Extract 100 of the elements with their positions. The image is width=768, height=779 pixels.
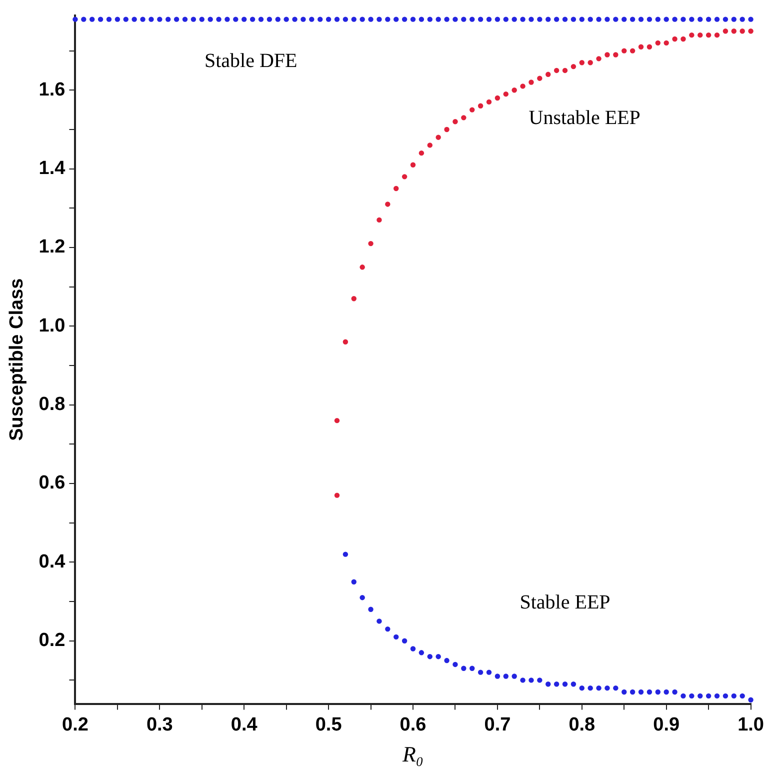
point	[714, 32, 720, 38]
point	[470, 107, 475, 112]
point	[394, 634, 399, 640]
annotation: Stable DFE	[204, 50, 298, 72]
point	[494, 674, 500, 679]
x-tick-label: 0.4	[230, 714, 258, 736]
point	[748, 28, 754, 34]
x-tick-label: 0.9	[653, 714, 680, 736]
point	[698, 32, 703, 38]
point	[418, 150, 424, 156]
point	[410, 162, 416, 168]
y-tick-label: 1.2	[38, 236, 66, 258]
point	[731, 693, 737, 699]
point	[376, 217, 382, 223]
point	[664, 689, 669, 695]
point	[579, 60, 584, 66]
x-tick-label: 1.0	[738, 714, 764, 736]
point	[546, 72, 551, 78]
point	[680, 693, 686, 699]
point	[622, 689, 627, 695]
x-tick-label: 0.5	[315, 714, 342, 736]
point	[638, 44, 644, 50]
point	[622, 48, 627, 54]
point	[452, 119, 458, 124]
point	[452, 662, 458, 668]
point	[698, 693, 703, 699]
point	[554, 68, 560, 74]
point	[402, 174, 408, 180]
point	[596, 685, 602, 691]
point	[436, 654, 441, 660]
point	[613, 685, 618, 691]
point	[706, 693, 712, 699]
point	[470, 666, 475, 671]
x-tick-label: 0.6	[400, 714, 426, 736]
point	[546, 682, 551, 687]
x-tick-label: 0.7	[484, 714, 511, 736]
point	[596, 56, 602, 62]
point	[418, 650, 424, 656]
point	[376, 618, 382, 624]
point	[520, 84, 526, 89]
annotation: Stable EEP	[520, 592, 610, 614]
point	[664, 40, 669, 46]
point	[402, 638, 408, 644]
point	[486, 99, 492, 105]
point	[722, 28, 728, 34]
y-tick-label: 1.4	[38, 158, 66, 180]
point	[385, 626, 390, 632]
point	[368, 606, 374, 612]
point	[630, 689, 636, 695]
point	[740, 693, 745, 699]
point	[646, 44, 652, 50]
point	[638, 689, 644, 695]
point	[528, 80, 534, 85]
x-tick-label: 0.3	[146, 714, 173, 736]
x-axis-title: R₀	[401, 742, 424, 767]
point	[722, 693, 728, 699]
point	[478, 670, 484, 675]
point	[672, 36, 678, 42]
point	[706, 32, 712, 38]
point	[334, 492, 340, 498]
y-tick-label: 1.0	[38, 315, 66, 336]
point	[562, 682, 568, 687]
point	[478, 103, 484, 108]
point	[689, 32, 694, 38]
point	[562, 68, 568, 74]
point	[334, 418, 340, 424]
annotation: Unstable EEP	[528, 106, 640, 129]
point	[444, 658, 450, 664]
point	[714, 693, 720, 699]
point	[351, 579, 356, 584]
point	[731, 28, 737, 34]
point	[342, 339, 348, 344]
point	[579, 685, 584, 691]
point	[672, 689, 678, 695]
point	[520, 678, 526, 683]
point	[486, 670, 492, 675]
y-tick-label: 0.4	[38, 551, 66, 572]
point	[503, 91, 508, 97]
point	[512, 674, 517, 679]
point	[740, 28, 745, 34]
point	[368, 240, 374, 246]
point	[528, 678, 534, 683]
point	[570, 64, 576, 70]
point	[655, 689, 660, 695]
point	[342, 552, 348, 557]
y-tick-label: 0.6	[38, 472, 66, 494]
point	[394, 186, 399, 192]
point	[588, 60, 593, 66]
y-tick-label: 0.8	[38, 394, 66, 416]
point	[385, 202, 390, 207]
y-axis-title: Susceptible Class	[6, 278, 28, 441]
point	[630, 48, 636, 54]
x-tick-label: 0.2	[62, 714, 88, 736]
x-tick-label: 0.8	[568, 714, 596, 736]
point	[748, 697, 754, 702]
point	[554, 682, 560, 687]
point	[646, 689, 652, 695]
point	[537, 678, 542, 683]
point	[427, 142, 432, 148]
point	[503, 674, 508, 679]
